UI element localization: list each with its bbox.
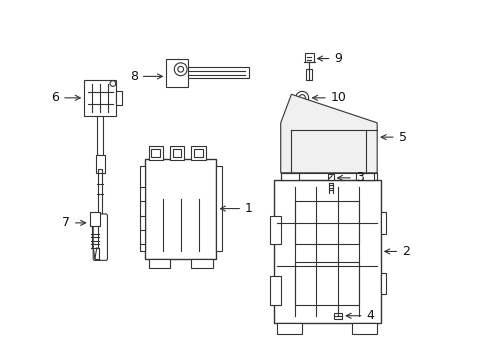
Text: 7: 7	[62, 216, 86, 229]
Bar	[117, 91, 122, 105]
Bar	[98, 116, 103, 158]
Text: 9: 9	[318, 52, 342, 65]
Text: 5: 5	[381, 131, 407, 144]
Bar	[184, 67, 248, 78]
Bar	[84, 80, 117, 116]
Text: 4: 4	[346, 309, 374, 322]
Text: 8: 8	[130, 70, 162, 83]
Bar	[352, 323, 377, 334]
FancyBboxPatch shape	[93, 214, 107, 260]
Bar	[140, 166, 145, 251]
Circle shape	[178, 66, 184, 72]
Bar	[167, 59, 188, 87]
Bar	[281, 173, 298, 180]
Bar	[295, 262, 359, 305]
Bar	[381, 273, 386, 294]
Bar	[148, 258, 170, 267]
Bar	[328, 174, 334, 180]
Bar	[277, 323, 302, 334]
Bar	[270, 276, 281, 305]
Bar	[192, 258, 213, 267]
Bar	[295, 202, 359, 244]
Bar	[151, 149, 160, 157]
Polygon shape	[281, 94, 377, 173]
Circle shape	[299, 95, 305, 101]
Circle shape	[110, 81, 116, 86]
Bar	[170, 146, 184, 160]
Bar	[217, 166, 222, 251]
Bar	[192, 146, 206, 160]
Circle shape	[174, 63, 187, 76]
Bar	[270, 216, 281, 244]
Bar	[306, 69, 312, 80]
Text: 3: 3	[338, 171, 364, 184]
Bar	[90, 212, 100, 226]
Bar	[305, 53, 314, 62]
Bar	[334, 313, 342, 319]
Text: 6: 6	[51, 91, 80, 104]
Bar	[96, 155, 105, 173]
Bar	[148, 146, 163, 160]
Bar	[98, 169, 102, 223]
Bar	[356, 173, 373, 180]
Text: 10: 10	[313, 91, 346, 104]
Bar	[273, 180, 381, 323]
Bar	[173, 149, 181, 157]
Bar	[145, 158, 217, 258]
Text: 1: 1	[220, 202, 253, 215]
Text: 2: 2	[385, 245, 410, 258]
Bar	[194, 149, 203, 157]
Bar	[381, 212, 386, 234]
Circle shape	[296, 91, 309, 104]
